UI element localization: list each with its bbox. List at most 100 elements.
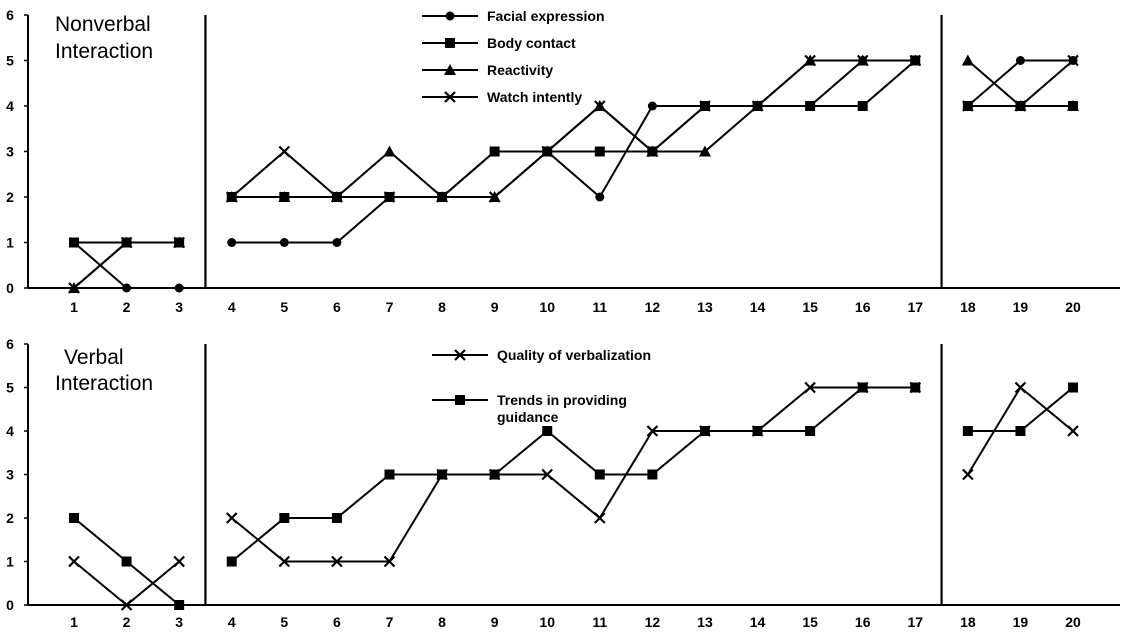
x-tick-label: 5 [280,614,288,630]
data-point [278,145,291,158]
x-tick-label: 13 [697,614,713,630]
x-tick-label: 8 [438,614,446,630]
legend-label: Body contact [487,35,576,51]
data-point [962,468,974,481]
y-tick-label: 2 [6,510,14,526]
data-point [278,555,291,568]
series-line [231,386,916,563]
x-tick-label: 6 [333,614,341,630]
data-point [1014,381,1027,394]
x-tick-label: 10 [539,299,555,315]
x-tick-label: 16 [855,614,871,630]
x-tick-label: 1 [70,299,78,315]
y-tick-label: 1 [6,235,14,251]
data-point [805,426,816,436]
data-point [174,600,185,610]
data-point [120,236,133,249]
data-point [279,238,289,247]
series-line [73,560,180,607]
data-point [856,54,869,67]
legend-label: Facial expression [487,8,605,24]
legend-marker [454,349,466,361]
panel-title: Interaction [55,40,153,63]
x-tick-label: 9 [491,299,499,315]
legend-entry: Facial expression [422,8,605,24]
data-point [961,54,974,66]
data-point [752,426,763,436]
data-point [594,512,606,524]
legend-entry: Reactivity [422,62,553,78]
data-point [278,191,291,202]
data-point [751,100,764,112]
series-line [967,59,1074,107]
x-tick-label: 19 [1013,614,1029,630]
y-tick-label: 4 [6,423,14,439]
data-point [542,426,553,436]
series-line [73,241,180,289]
x-tick-label: 2 [123,614,131,630]
series-line [231,386,916,563]
legend-marker [444,64,456,75]
x-tick-label: 3 [175,614,183,630]
data-point [1014,100,1027,112]
y-tick-label: 1 [6,554,14,570]
data-point [857,382,868,393]
data-point [489,146,500,157]
series-line [967,59,1074,107]
series-line [967,386,1074,432]
data-point [331,555,343,568]
data-point [647,469,658,480]
data-point [541,145,553,158]
data-point [541,468,553,481]
data-point [225,512,238,524]
legend-entry: Watch intently [422,89,582,105]
y-tick-label: 5 [6,53,14,69]
y-tick-label: 3 [6,144,14,160]
y-tick-label: 3 [6,467,14,483]
data-point [489,469,500,480]
data-point [699,100,711,112]
x-tick-label: 1 [70,614,78,630]
panel-title: Verbal [64,346,124,369]
x-tick-label: 18 [960,299,976,315]
data-point [383,191,396,203]
data-point [698,145,711,157]
data-point [962,100,974,112]
legend-label: Watch intently [487,89,582,105]
data-point [646,145,659,158]
x-tick-label: 4 [228,299,236,315]
x-tick-label: 5 [280,299,288,315]
series-watch-intently [68,54,1079,294]
x-tick-label: 14 [750,299,766,315]
x-tick-label: 19 [1013,299,1029,315]
x-tick-label: 8 [438,299,446,315]
data-point [594,469,605,480]
data-point [120,599,133,611]
data-point [332,238,342,247]
data-point [1068,382,1079,393]
series-trends-in-providing-guidance [69,382,1079,610]
data-point [594,146,605,157]
x-tick-label: 12 [645,614,661,630]
data-point [1015,426,1026,436]
data-point [384,469,395,480]
data-point [1067,100,1080,111]
x-tick-label: 4 [228,614,236,630]
panel-title: Nonverbal [55,13,151,36]
data-point [279,513,290,523]
data-point [69,237,79,248]
data-point [121,556,132,567]
data-point [805,101,816,111]
x-tick-label: 18 [960,614,976,630]
y-tick-label: 6 [6,336,14,352]
series-line [73,241,180,289]
data-point [174,283,184,293]
data-point [1067,54,1079,67]
legend-marker [445,38,455,48]
y-tick-label: 2 [6,189,14,205]
y-tick-label: 0 [6,597,14,613]
